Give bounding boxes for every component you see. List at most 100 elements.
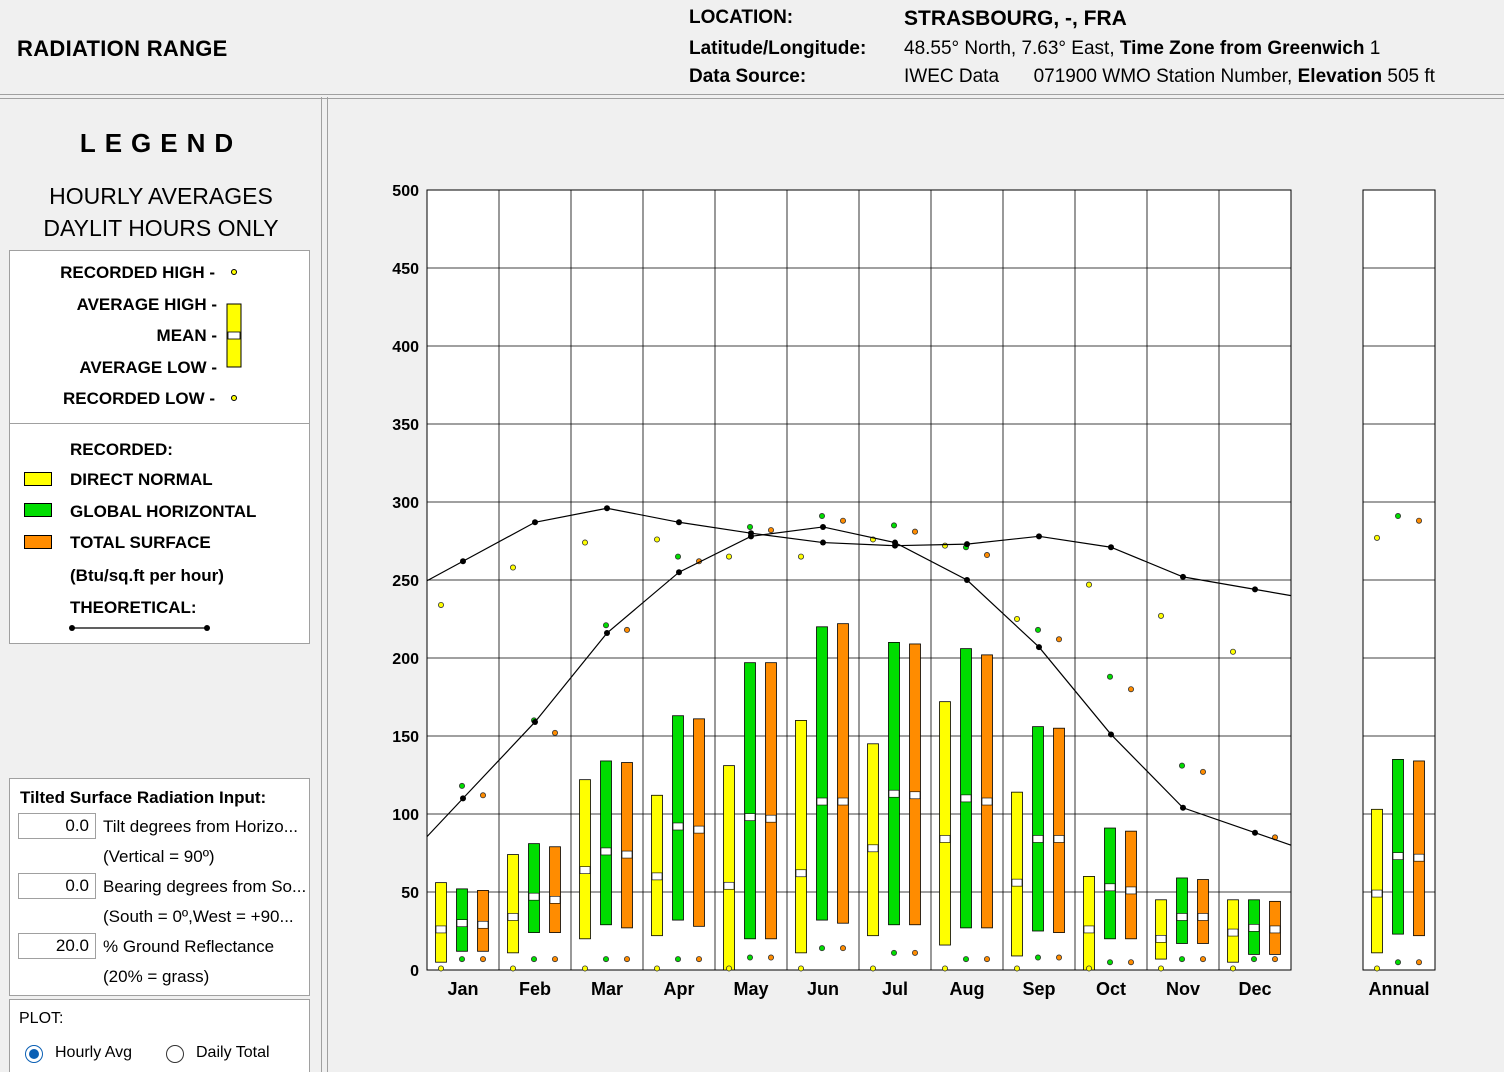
sidebar-divider-2 bbox=[327, 97, 328, 1072]
x-tick-label: Sep bbox=[1022, 979, 1055, 999]
location-label: LOCATION: bbox=[689, 7, 794, 28]
recorded-high-total-surface bbox=[768, 527, 775, 534]
bar-global-horizontal bbox=[960, 648, 972, 929]
bar-global-horizontal bbox=[528, 843, 540, 933]
header-divider bbox=[0, 94, 1504, 95]
legend-theoretical-line bbox=[69, 625, 210, 631]
recorded-high-direct-normal bbox=[942, 542, 949, 549]
recorded-low-global-horizontal bbox=[747, 954, 754, 961]
theoretical-global-line-point bbox=[604, 630, 610, 637]
legend-range-panel bbox=[9, 250, 310, 424]
legend-mean: MEAN - bbox=[156, 326, 217, 345]
bar-total-surface bbox=[1413, 760, 1425, 937]
radio-hourly-avg-label[interactable]: Hourly Avg bbox=[55, 1044, 133, 1061]
legend-direct-normal: DIRECT NORMAL bbox=[70, 470, 213, 489]
recorded-high-direct-normal bbox=[582, 539, 589, 546]
radio-hourly-avg[interactable] bbox=[25, 1045, 43, 1063]
theoretical-direct-line-point bbox=[460, 558, 466, 565]
recorded-low-total-surface bbox=[1200, 956, 1207, 963]
mean-mark-direct-normal bbox=[1083, 925, 1095, 934]
theoretical-direct-line-point bbox=[532, 519, 538, 526]
recorded-high-direct-normal bbox=[798, 553, 805, 560]
recorded-low-direct-normal bbox=[1014, 965, 1021, 972]
legend-mean-mark bbox=[227, 331, 241, 340]
timezone-label: Time Zone from Greenwich bbox=[1119, 38, 1365, 59]
x-tick-label: Feb bbox=[519, 979, 551, 999]
mean-mark-direct-normal bbox=[939, 835, 951, 843]
theoretical-global-line-point bbox=[1180, 804, 1186, 811]
radio-daily-total-label[interactable]: Daily Total bbox=[196, 1044, 270, 1061]
tilt-input[interactable]: 0.0 bbox=[18, 813, 96, 839]
recorded-low-global-horizontal bbox=[963, 956, 970, 963]
bearing-input[interactable]: 0.0 bbox=[18, 873, 96, 899]
recorded-high-global-horizontal bbox=[891, 522, 898, 529]
recorded-high-direct-normal bbox=[726, 553, 733, 560]
swatch-direct-normal bbox=[24, 472, 52, 486]
recorded-high-total-surface bbox=[1416, 517, 1423, 524]
recorded-low-global-horizontal bbox=[458, 956, 465, 963]
theoretical-direct-line-point bbox=[1252, 586, 1258, 593]
mean-mark-global-horizontal bbox=[456, 919, 468, 928]
legend-theoretical: THEORETICAL: bbox=[70, 598, 197, 617]
bar-global-horizontal bbox=[672, 715, 684, 921]
legend-average-low: AVERAGE LOW - bbox=[79, 358, 217, 377]
mean-mark-total-surface bbox=[765, 814, 777, 823]
swatch-global-horizontal bbox=[24, 503, 52, 517]
radio-daily-total[interactable] bbox=[166, 1045, 184, 1063]
latlon-label: Latitude/Longitude: bbox=[689, 38, 867, 59]
recorded-high-total-surface bbox=[552, 729, 559, 736]
legend-average-high: AVERAGE HIGH - bbox=[76, 295, 217, 314]
legend-series-panel bbox=[9, 423, 310, 644]
swatch-total-surface bbox=[24, 535, 52, 549]
mean-mark-global-horizontal bbox=[960, 794, 972, 803]
mean-mark-global-horizontal bbox=[816, 797, 828, 806]
y-tick-label: 100 bbox=[392, 807, 419, 824]
mean-mark-direct-normal bbox=[1011, 878, 1023, 887]
theoretical-direct-line-point bbox=[820, 539, 826, 546]
elevation-label: Elevation bbox=[1297, 66, 1383, 87]
sidebar-divider bbox=[321, 97, 322, 1072]
bar-global-horizontal bbox=[744, 662, 756, 940]
x-tick-label: Apr bbox=[664, 979, 695, 999]
recorded-high-direct-normal bbox=[509, 564, 516, 571]
bar-total-surface bbox=[1125, 830, 1137, 940]
bar-total-surface bbox=[837, 623, 849, 924]
theoretical-global-line-point bbox=[532, 718, 538, 725]
mean-mark-direct-normal bbox=[435, 925, 447, 934]
recorded-low-total-surface bbox=[624, 956, 631, 963]
mean-mark-direct-normal bbox=[579, 866, 591, 874]
bar-total-surface bbox=[765, 662, 777, 940]
recorded-low-global-horizontal bbox=[531, 956, 538, 963]
x-tick-label: May bbox=[733, 979, 768, 999]
mean-mark-global-horizontal bbox=[1032, 835, 1044, 843]
bar-direct-normal bbox=[579, 779, 591, 940]
theoretical-global-line-point bbox=[1036, 644, 1042, 651]
header-divider-2 bbox=[0, 98, 1504, 99]
mean-mark-global-horizontal bbox=[1248, 924, 1260, 932]
mean-mark-total-surface bbox=[1125, 886, 1137, 895]
x-tick-label: Mar bbox=[591, 979, 623, 999]
bar-direct-normal bbox=[867, 743, 879, 937]
theoretical-global-line-point bbox=[820, 523, 826, 530]
reflectance-note: (20% = grass) bbox=[103, 967, 210, 986]
location-value: STRASBOURG, -, FRA bbox=[904, 7, 1127, 30]
recorded-high-global-horizontal bbox=[819, 513, 826, 520]
reflectance-input[interactable]: 20.0 bbox=[18, 933, 96, 959]
legend-subtitle-1: HOURLY AVERAGES bbox=[49, 183, 273, 209]
recorded-low-total-surface bbox=[552, 956, 559, 963]
recorded-high-global-horizontal bbox=[603, 622, 610, 629]
recorded-low-direct-normal bbox=[870, 965, 877, 972]
mean-mark-total-surface bbox=[621, 850, 633, 859]
recorded-high-total-surface bbox=[1128, 686, 1135, 693]
bearing-note: (South = 0º,West = +90... bbox=[103, 907, 294, 926]
bar-total-surface bbox=[909, 643, 921, 926]
legend-title: LEGEND bbox=[79, 128, 243, 158]
theoretical-global-line-point bbox=[892, 539, 898, 546]
mean-mark-direct-normal bbox=[651, 872, 663, 881]
theoretical-direct-line-point bbox=[964, 541, 970, 548]
recorded-high-direct-normal bbox=[1374, 534, 1381, 541]
x-tick-label: Jun bbox=[807, 979, 839, 999]
recorded-low-direct-normal bbox=[942, 965, 949, 972]
y-tick-label: 250 bbox=[392, 573, 419, 590]
bar-direct-normal bbox=[1155, 899, 1167, 960]
